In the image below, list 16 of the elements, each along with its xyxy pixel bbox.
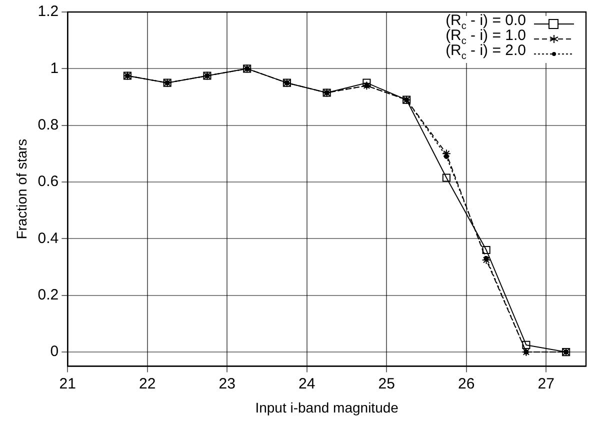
y-tick-label: 0.6 [38,173,59,190]
y-tick-label: 1.2 [38,3,59,20]
y-tick-label: 0.8 [38,116,59,134]
x-tick-label: 25 [378,375,395,392]
x-tick-label: 23 [218,375,236,392]
x-axis-title: Input i-band magnitude [255,399,399,416]
x-tick-label: 21 [59,375,76,392]
y-tick-label: 0.2 [38,286,59,304]
y-tick-label: 0.4 [38,230,59,247]
y-axis-title: Fraction of stars [13,138,30,240]
x-tick-label: 24 [298,375,316,392]
x-tick-label: 27 [538,375,554,392]
x-tick-label: 26 [458,375,475,392]
y-tick-label: 1 [50,60,59,77]
y-tick-label: 0 [50,343,59,360]
x-tick-label: 22 [139,375,156,392]
